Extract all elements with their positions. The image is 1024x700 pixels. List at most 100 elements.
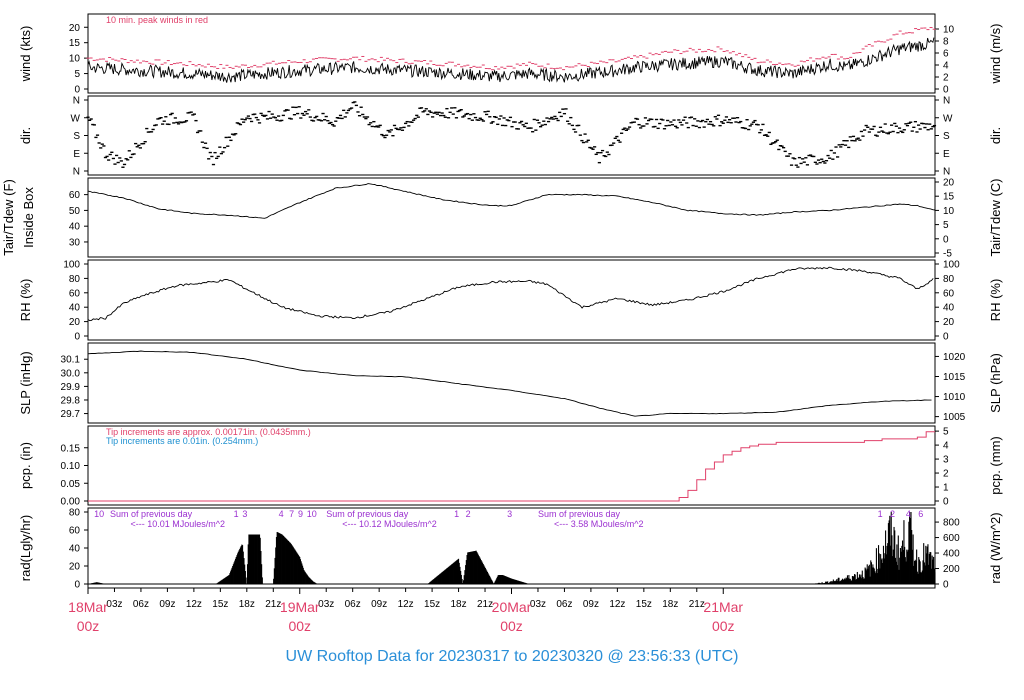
- radiation-annotation: <--- 10.12 MJoules/m^2: [342, 519, 437, 529]
- radiation-annotation: 1: [878, 509, 883, 519]
- rh-right-tick-label: 60: [943, 288, 955, 299]
- wind-right-tick-label: 6: [943, 48, 949, 59]
- pcp-right-tick-label: 0: [943, 497, 949, 508]
- slp-left-tick-label: 29.7: [61, 409, 81, 420]
- x-tick-label: 15z: [212, 599, 228, 610]
- rh-left-tick-label: 100: [63, 260, 80, 271]
- radiation-annotation: 3: [507, 509, 512, 519]
- slp-right-tick-label: 1015: [943, 372, 966, 383]
- temperature-right-tick-label: 10: [943, 206, 955, 217]
- x-tick-label: 21z: [689, 599, 705, 610]
- slp-left-tick-label: 30.0: [61, 368, 81, 379]
- radiation-annotation: Sum of previous day: [538, 509, 621, 519]
- rh-left-tick-label: 80: [69, 274, 81, 285]
- radiation-annotation: 6: [918, 509, 923, 519]
- radiation-annotation: Sum of previous day: [110, 509, 193, 519]
- radiation-annotation: 1: [234, 509, 239, 519]
- direction-left-tick-label: W: [71, 113, 81, 124]
- wind-left-tick-label: 20: [69, 23, 81, 34]
- slp-right-tick-label: 1020: [943, 352, 966, 363]
- radiation-right-tick-label: 600: [943, 533, 960, 544]
- temperature-left-tick-label: 50: [69, 206, 81, 217]
- slp-panel-frame: [87, 342, 936, 424]
- temperature-line: [87, 183, 936, 219]
- pcp-ylabel-left: pcp. (in): [18, 442, 33, 489]
- x-day-label-time: 00z: [77, 618, 100, 634]
- wind-speed-line: [87, 37, 935, 83]
- rh-left-tick-label: 60: [69, 288, 81, 299]
- radiation-ylabel-left: rad(Lgly/hr): [18, 515, 33, 581]
- pcp-left-tick-label: 0.00: [61, 497, 81, 508]
- wind-ylabel-left: wind (kts): [18, 26, 33, 83]
- temperature-left-tick-label: 60: [69, 190, 81, 201]
- x-day-label-date: 18Mar: [68, 599, 108, 615]
- slp-right-tick-label: 1010: [943, 392, 966, 403]
- rh-right-tick-label: 20: [943, 317, 955, 328]
- radiation-annotation: 10: [94, 509, 104, 519]
- slp-left-tick-label: 30.1: [61, 355, 81, 366]
- temperature-right-tick-label: 5: [943, 220, 949, 231]
- radiation-left-tick-label: 40: [69, 544, 81, 555]
- rh-ylabel-right: RH (%): [988, 279, 1003, 322]
- radiation-left-tick-label: 60: [69, 526, 81, 537]
- wind-left-tick-label: 15: [69, 38, 81, 49]
- wind-peak-annotation: 10 min. peak winds in red: [106, 15, 208, 25]
- temperature-left-tick-label: 30: [69, 237, 81, 248]
- temperature-right-tick-label: 20: [943, 178, 955, 189]
- x-tick-label: 06z: [556, 599, 572, 610]
- x-tick-label: 03z: [530, 599, 546, 610]
- temperature-right-tick-label: -5: [943, 249, 952, 260]
- rh-ylabel-left: RH (%): [18, 279, 33, 322]
- direction-left-tick-label: E: [73, 149, 80, 160]
- x-tick-label: 09z: [159, 599, 175, 610]
- wind-ylabel-right: wind (m/s): [988, 24, 1003, 85]
- slp-ylabel-right: SLP (hPa): [988, 353, 1003, 413]
- direction-right-tick-label: E: [943, 149, 950, 160]
- wind-right-tick-label: 8: [943, 36, 949, 47]
- x-tick-label: 09z: [583, 599, 599, 610]
- pcp-right-tick-label: 2: [943, 469, 949, 480]
- direction-left-tick-label: S: [73, 131, 80, 142]
- radiation-annotation: 9: [298, 509, 303, 519]
- x-tick-label: 21z: [477, 599, 493, 610]
- x-tick-label: 18z: [451, 599, 467, 610]
- radiation-left-tick-label: 80: [69, 508, 81, 519]
- rh-right-tick-label: 0: [943, 332, 949, 343]
- radiation-annotation: 3: [242, 509, 247, 519]
- wind-right-tick-label: 10: [943, 24, 955, 35]
- x-day-label-time: 00z: [288, 618, 311, 634]
- direction-right-tick-label: N: [943, 96, 950, 107]
- slp-ylabel-left: SLP (inHg): [18, 351, 33, 414]
- pcp-left-tick-label: 0.10: [61, 461, 81, 472]
- pcp-right-tick-label: 4: [943, 441, 949, 452]
- x-day-label-time: 00z: [712, 618, 735, 634]
- pcp-right-tick-label: 3: [943, 455, 949, 466]
- radiation-left-tick-label: 20: [69, 562, 81, 573]
- temperature-panel-frame: [87, 177, 936, 258]
- x-day-label-date: 20Mar: [492, 599, 532, 615]
- x-tick-label: 18z: [662, 599, 678, 610]
- pcp-right-tick-label: 5: [943, 427, 949, 438]
- radiation-annotation: 4: [279, 509, 284, 519]
- direction-right-tick-label: S: [943, 131, 950, 142]
- x-tick-label: 06z: [133, 599, 149, 610]
- x-tick-label: 12z: [609, 599, 625, 610]
- temperature-right-tick-label: 15: [943, 192, 955, 203]
- radiation-annotation: Sum of previous day: [326, 509, 409, 519]
- wind-left-tick-label: 5: [74, 69, 80, 80]
- radiation-annotation: 10: [307, 509, 317, 519]
- radiation-annotation: 2: [466, 509, 471, 519]
- rh-panel-frame: [87, 259, 936, 341]
- pcp-right-tick-label: 1: [943, 483, 949, 494]
- direction-panel-frame: [87, 95, 936, 176]
- pcp-left-tick-label: 0.05: [61, 479, 81, 490]
- direction-right-tick-label: N: [943, 167, 950, 178]
- temperature-right-tick-label: 0: [943, 234, 949, 245]
- rh-right-tick-label: 100: [943, 260, 960, 271]
- rh-right-tick-label: 40: [943, 303, 955, 314]
- x-tick-label: 15z: [424, 599, 440, 610]
- temperature-ylabel-left: Tair/Tdew (F): [1, 179, 16, 256]
- x-tick-label: 12z: [398, 599, 414, 610]
- direction-left-tick-label: N: [73, 96, 80, 107]
- radiation-right-tick-label: 0: [943, 580, 949, 591]
